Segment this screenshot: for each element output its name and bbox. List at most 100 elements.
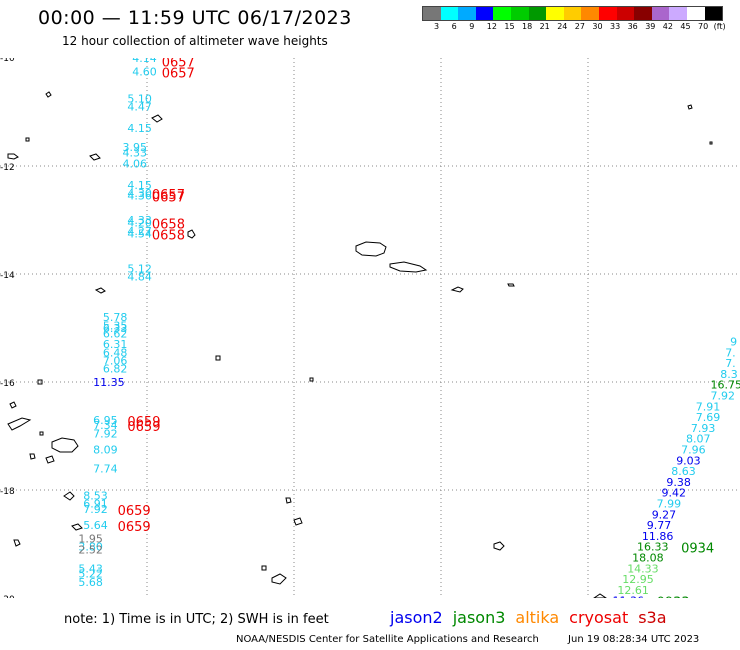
wave-height-value: 3.95: [123, 141, 148, 154]
latitude-tick-label: -20: [0, 595, 15, 598]
legend-label: (ft): [713, 22, 726, 31]
wave-height-value: 8.3: [720, 368, 738, 381]
legend-swatch: [475, 7, 494, 20]
coastline-island: [215, 355, 221, 361]
wave-height-value: 11.86: [642, 530, 674, 543]
wave-height-value: 2.52: [78, 543, 103, 556]
satellite-legend-item: s3a: [638, 608, 667, 627]
wave-height-value: 4.84: [127, 271, 151, 284]
wave-height-value: 4.33: [123, 147, 148, 160]
wave-height-value: 9.03: [676, 454, 701, 467]
coastline-island: [25, 137, 30, 142]
legend-swatch: [563, 7, 582, 20]
coastline-island: [39, 431, 44, 436]
coastline-island: [13, 539, 21, 547]
legend-swatch: [704, 7, 723, 20]
coastline-island: [593, 593, 607, 598]
pass-time-label: 0658: [152, 218, 185, 233]
legend-swatch: [458, 7, 476, 20]
legend-swatch: [634, 7, 652, 20]
legend-label: 24: [557, 22, 568, 31]
legend-label: 27: [574, 22, 585, 31]
wave-height-value: 7.06: [103, 354, 128, 367]
wave-height-value: 5.78: [103, 311, 128, 324]
legend-label: 36: [627, 22, 638, 31]
wave-height-value: 6.62: [103, 327, 128, 340]
coastline-island: [507, 283, 515, 287]
wave-height-value: 7.96: [681, 444, 706, 457]
pass-time-label: 0658: [152, 229, 185, 244]
wave-height-value: 12.95: [622, 573, 654, 586]
wave-height-value: 4.15: [127, 179, 151, 192]
wave-height-value: 7.34: [93, 419, 118, 432]
coastline-island: [45, 455, 55, 464]
wave-height-value: 7.69: [696, 411, 721, 424]
generated-timestamp: Jun 19 08:28:34 UTC 2023: [568, 634, 700, 645]
wave-height-value: 4.33: [127, 214, 151, 227]
wave-height-value: 8.63: [671, 465, 696, 478]
coastline-island: [89, 153, 101, 161]
wave-height-value: 8.53: [83, 489, 108, 502]
pass-time-label: 0933: [657, 596, 690, 598]
wave-height-value: 4.60: [132, 66, 157, 79]
coastline-samoa-upolu: [389, 261, 428, 273]
pass-time-label: 0659: [127, 415, 160, 430]
pass-time-label: 0659: [127, 420, 160, 435]
coastline-island: [151, 114, 163, 123]
wave-height-value: 5.43: [78, 562, 103, 575]
legend-swatch: [581, 7, 599, 20]
wave-height-value: 7.92: [93, 427, 118, 440]
coastline-island: [71, 523, 83, 531]
wave-height-value: 5.35: [103, 319, 128, 332]
wave-height-value: 6.48: [103, 346, 128, 359]
credit-text: NOAA/NESDIS Center for Satellite Applica…: [236, 634, 539, 645]
wave-height-value: 4.54: [127, 228, 151, 241]
legend-swatch: [493, 7, 511, 20]
wave-height-value: 6.31: [103, 338, 128, 351]
pass-time-label: 0657: [152, 188, 185, 203]
wave-height-value: 12.61: [617, 584, 649, 597]
coastline-island: [94, 287, 106, 294]
pass-time-label: 0657: [162, 67, 195, 82]
pass-time-label: 0659: [118, 520, 151, 535]
wave-height-value: 4.20: [127, 217, 151, 230]
satellite-legend-item: cryosat: [569, 608, 629, 627]
wave-height-value: 9.27: [652, 508, 677, 521]
legend-label: 39: [645, 22, 656, 31]
legend-label: 70: [698, 22, 709, 31]
latitude-tick-label: -12: [0, 163, 15, 173]
coastline-fiji-viti-levu: [51, 437, 79, 453]
coastline-island: [45, 91, 52, 98]
coastline-island: [493, 541, 505, 551]
wave-height-value: 9: [730, 336, 737, 349]
wave-height-value: 9.38: [666, 476, 691, 489]
wave-height-value: 16.33: [637, 541, 669, 554]
coastline-island: [271, 573, 287, 585]
latitude-tick-label: -16: [0, 379, 15, 389]
legend-label: 6: [451, 22, 457, 31]
coastline-island: [309, 377, 314, 382]
axis-tick-labels: -180-177-174-171-168-165-10-12-14-16-18-…: [0, 58, 15, 598]
wave-height-value: 4.15: [127, 122, 151, 135]
wave-height-value: 6.33: [103, 322, 128, 335]
map-subtitle: 12 hour collection of altimeter wave hei…: [62, 34, 328, 48]
wave-height-value: 4.27: [127, 225, 151, 238]
lat-lon-grid: [0, 58, 740, 598]
coastline-island: [9, 401, 17, 409]
wave-height-value: 5.22: [78, 568, 103, 581]
pass-time-label: 0659: [118, 504, 151, 519]
legend-label: 42: [662, 22, 673, 31]
wave-height-value: 5.10: [127, 93, 151, 106]
coastline-island: [37, 379, 43, 385]
wave-height-value: 7.99: [657, 498, 682, 511]
coastline-island: [450, 286, 464, 293]
wave-height-value: 1.95: [78, 533, 103, 546]
coastline-island: [187, 229, 196, 239]
wave-height-value: 3.80: [78, 541, 103, 554]
legend-label: 15: [504, 22, 515, 31]
legend-swatch: [616, 7, 635, 20]
wave-height-value: 5.12: [127, 263, 151, 276]
wave-height-value: 7.74: [93, 462, 118, 475]
